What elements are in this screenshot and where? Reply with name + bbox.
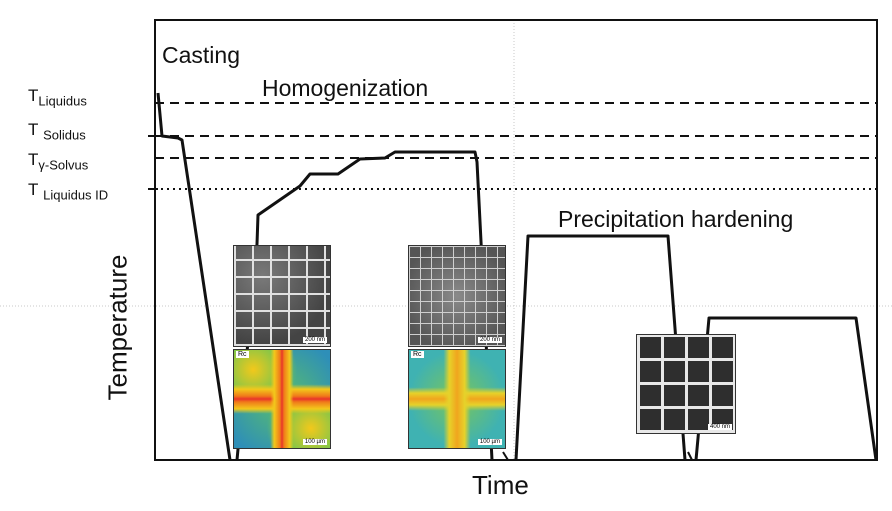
precipitation-hardening-label: Precipitation hardening [558, 206, 794, 232]
solidus-t: T [28, 120, 39, 139]
solidus-temperature-label: T Solidus [28, 120, 86, 142]
casting-label: Casting [162, 42, 240, 68]
eds-homogenized-rc-label: Rc [411, 351, 424, 358]
x-axis-title: Time [472, 470, 529, 500]
liquidus-id-temperature-label: T Liquidus ID [28, 180, 108, 202]
sem-micrograph-as-cast: 200 nm [233, 245, 331, 347]
homogenization-label: Homogenization [262, 75, 429, 101]
sem-homogenized-scale-bar: 200 nm [477, 337, 502, 343]
liquidus-id-subscript: Liquidus ID [43, 187, 109, 203]
y-axis-title: Temperature [102, 254, 133, 401]
gamma-solvus-temperature-label: Tγ-Solvus [28, 150, 88, 172]
eds-homogenized-scale-bar: 100 µm [477, 439, 502, 445]
liquidus-t: T [28, 86, 39, 105]
end-mark-1 [502, 451, 509, 461]
sem-hardened-scale-bar: 400 nm [707, 424, 732, 430]
liquidus-id-t: T [28, 180, 39, 199]
sem-micrograph-hardened: 400 nm [636, 334, 736, 434]
liquidus-subscript: Liquidus [38, 93, 87, 109]
sem-as-cast-scale-bar: 200 nm [302, 337, 327, 343]
eds-as-cast-rc-label: Rc [236, 351, 249, 358]
eds-as-cast-scale-bar: 100 µm [302, 439, 327, 445]
gamma-solvus-subscript: γ-Solvus [38, 157, 89, 173]
eds-map-homogenized: Rc 100 µm [408, 349, 506, 449]
solidus-subscript: Solidus [43, 127, 86, 143]
end-mark-2 [687, 451, 693, 461]
eds-map-as-cast: Rc 100 µm [233, 349, 331, 449]
casting-curve [156, 92, 232, 461]
sem-micrograph-homogenized: 200 nm [408, 245, 506, 347]
homogenization-curve [235, 150, 494, 461]
gamma-solvus-t: T [28, 150, 39, 169]
liquidus-temperature-label: TLiquidus [28, 86, 87, 108]
